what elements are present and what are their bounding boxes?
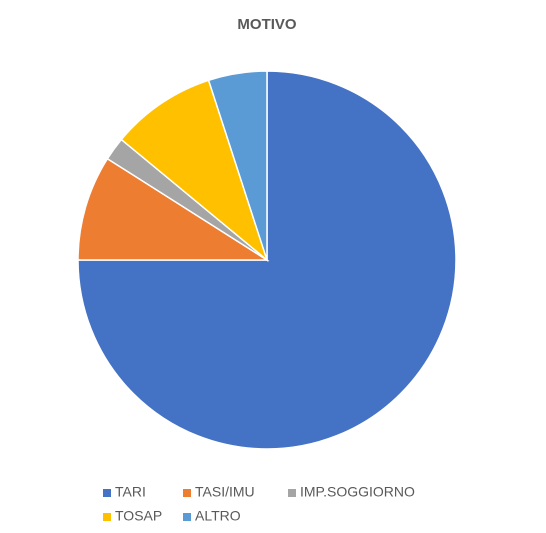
legend-label: TOSAP xyxy=(115,508,162,524)
legend-swatch xyxy=(183,489,191,497)
legend-swatch xyxy=(288,489,296,497)
chart-title: MOTIVO xyxy=(237,16,296,33)
legend-label: ALTRO xyxy=(195,508,241,524)
legend-swatch xyxy=(103,513,111,521)
legend-label: TASI/IMU xyxy=(195,484,255,500)
legend-swatch xyxy=(103,489,111,497)
pie-slice xyxy=(207,70,268,261)
legend-label: IMP.SOGGIORNO xyxy=(300,484,415,500)
pie-slice xyxy=(120,79,269,263)
legend-label: TARI xyxy=(115,484,146,500)
pie-slice xyxy=(77,157,270,261)
legend-swatch xyxy=(183,513,191,521)
